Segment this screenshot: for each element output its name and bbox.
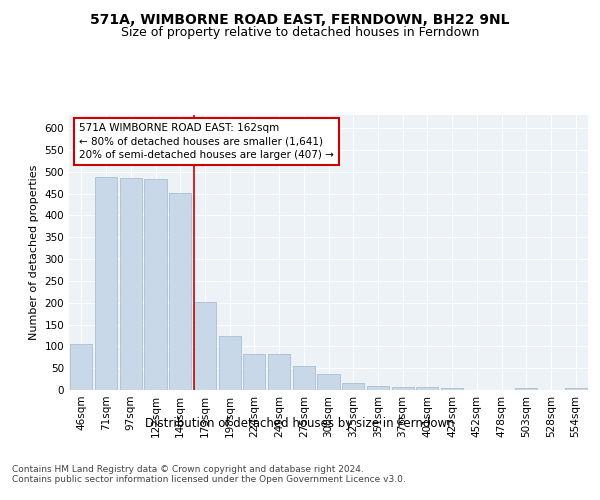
Bar <box>194 302 216 390</box>
Text: Size of property relative to detached houses in Ferndown: Size of property relative to detached ho… <box>121 26 479 39</box>
Bar <box>416 386 439 390</box>
Bar <box>268 354 290 390</box>
Text: 571A WIMBORNE ROAD EAST: 162sqm
← 80% of detached houses are smaller (1,641)
20%: 571A WIMBORNE ROAD EAST: 162sqm ← 80% of… <box>79 123 334 160</box>
Bar <box>441 388 463 390</box>
Text: 571A, WIMBORNE ROAD EAST, FERNDOWN, BH22 9NL: 571A, WIMBORNE ROAD EAST, FERNDOWN, BH22… <box>90 12 510 26</box>
Bar <box>565 388 587 390</box>
Bar <box>515 388 538 390</box>
Bar <box>317 374 340 390</box>
Bar <box>145 179 167 390</box>
Bar <box>392 386 414 390</box>
Bar <box>119 178 142 390</box>
Bar <box>169 192 191 390</box>
Bar <box>367 386 389 390</box>
Text: Distribution of detached houses by size in Ferndown: Distribution of detached houses by size … <box>145 418 455 430</box>
Bar <box>293 366 315 390</box>
Bar <box>70 344 92 390</box>
Bar <box>342 384 364 390</box>
Y-axis label: Number of detached properties: Number of detached properties <box>29 165 39 340</box>
Bar <box>243 354 265 390</box>
Bar <box>95 177 117 390</box>
Bar <box>218 336 241 390</box>
Text: Contains HM Land Registry data © Crown copyright and database right 2024.
Contai: Contains HM Land Registry data © Crown c… <box>12 465 406 484</box>
